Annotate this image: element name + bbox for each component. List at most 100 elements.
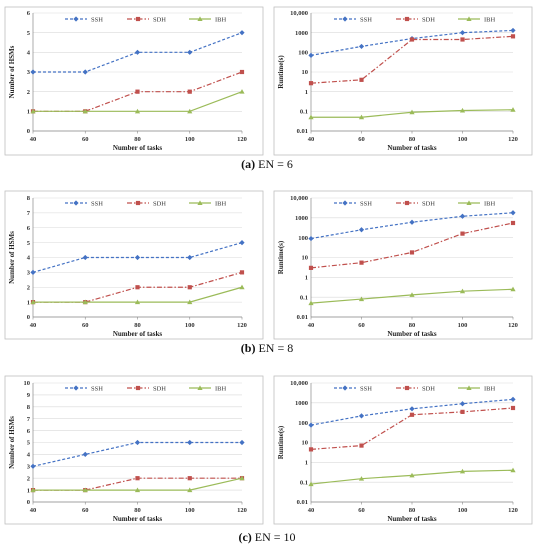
data-point-sdh bbox=[409, 412, 415, 417]
x-tick-label: 100 bbox=[185, 136, 195, 143]
legend-label-ibh: IBH bbox=[484, 16, 496, 23]
y-axis-label: Number of HSMs bbox=[8, 231, 16, 284]
y-tick-label: 0 bbox=[27, 314, 30, 321]
data-point-sdh bbox=[135, 285, 140, 290]
figure-caption: (a) EN = 6 bbox=[241, 157, 293, 171]
x-tick-label: 60 bbox=[82, 507, 89, 514]
chart-frame bbox=[4, 190, 264, 340]
data-point-ibh bbox=[82, 108, 88, 114]
x-axis-label: Number of tasks bbox=[387, 144, 437, 152]
y-tick-label: 0.1 bbox=[300, 479, 308, 486]
legend-marker-ibh bbox=[466, 385, 472, 390]
data-point-ssh bbox=[134, 254, 141, 261]
y-tick-label: 3 bbox=[27, 69, 31, 76]
legend-label-ssh: SSH bbox=[360, 16, 372, 23]
data-point-ssh bbox=[409, 219, 415, 225]
data-point-ssh bbox=[134, 439, 141, 446]
chart-panel-6: 0.01 0.1 1 10 100 1000 10,000 40 60 80 100 120 Numbe… bbox=[273, 375, 533, 525]
data-point-ibh bbox=[409, 109, 415, 115]
y-tick-label: 2 bbox=[27, 475, 30, 482]
data-point-ssh bbox=[358, 43, 365, 50]
data-point-ssh bbox=[308, 235, 314, 242]
y-tick-label: 6 bbox=[27, 428, 31, 435]
data-point-ssh bbox=[510, 396, 516, 402]
data-point-ssh bbox=[187, 439, 193, 446]
y-tick-label: 100 bbox=[298, 50, 308, 57]
y-tick-label: 10 bbox=[302, 255, 309, 262]
caption-text: EN = 10 bbox=[255, 530, 296, 544]
data-point-ibh bbox=[187, 487, 193, 493]
y-tick-label: 0.01 bbox=[297, 128, 308, 135]
data-point-ibh bbox=[308, 300, 314, 306]
chart-panel-4: 0.01 0.1 1 10 100 1000 10,000 40 60 80 100 120 Numbe… bbox=[273, 190, 533, 340]
y-tick-label: 0.01 bbox=[297, 314, 308, 321]
legend-marker-ibh bbox=[197, 16, 203, 21]
x-tick-label: 80 bbox=[134, 136, 141, 143]
chart-panel-2: 0.01 0.1 1 10 100 1000 10,000 40 60 80 100 120 Numbe… bbox=[273, 6, 533, 156]
data-point-sdh bbox=[135, 89, 140, 94]
data-point-ssh bbox=[358, 227, 365, 233]
data-point-ssh bbox=[30, 269, 36, 275]
y-tick-label: 8 bbox=[27, 195, 31, 202]
y-tick-label: 10,000 bbox=[290, 195, 308, 202]
data-point-sdh bbox=[460, 409, 465, 414]
x-tick-label: 120 bbox=[508, 136, 518, 143]
y-tick-label: 6 bbox=[27, 10, 31, 17]
data-point-sdh bbox=[409, 250, 415, 255]
data-point-ssh bbox=[187, 254, 193, 261]
data-point-ibh bbox=[358, 476, 365, 481]
data-point-ibh bbox=[30, 487, 36, 493]
x-tick-label: 40 bbox=[30, 322, 37, 329]
y-tick-label: 100 bbox=[298, 420, 308, 427]
data-point-ssh bbox=[239, 30, 245, 36]
x-tick-label: 40 bbox=[308, 136, 315, 143]
y-tick-label: 4 bbox=[27, 255, 31, 262]
data-point-ssh bbox=[239, 240, 245, 246]
data-point-ibh bbox=[459, 107, 466, 113]
legend-label-sdh: SDH bbox=[422, 16, 435, 23]
y-tick-label: 0 bbox=[27, 128, 30, 135]
legend-label-sdh: SDH bbox=[422, 385, 435, 392]
data-point-ssh bbox=[239, 439, 245, 446]
legend-marker-ssh bbox=[73, 385, 79, 391]
chart-frame bbox=[4, 6, 264, 156]
data-point-ssh bbox=[308, 52, 314, 58]
data-point-ssh bbox=[459, 401, 466, 407]
x-tick-label: 60 bbox=[82, 322, 89, 329]
y-tick-label: 1000 bbox=[295, 30, 308, 37]
y-tick-label: 3 bbox=[27, 464, 31, 471]
x-tick-label: 100 bbox=[458, 322, 468, 329]
data-point-ibh bbox=[239, 475, 245, 481]
x-axis-label: Number of tasks bbox=[113, 515, 163, 523]
y-axis-label: Runtime(s) bbox=[277, 240, 285, 274]
data-point-sdh bbox=[239, 270, 245, 275]
x-tick-label: 40 bbox=[30, 507, 37, 514]
data-point-sdh bbox=[510, 405, 516, 411]
data-point-ibh bbox=[134, 299, 141, 305]
chart-panel-1: 0 1 2 3 4 5 6 40 60 80 100 120 Number of tasks Number… bbox=[4, 6, 264, 156]
x-axis-label: Number of tasks bbox=[113, 144, 163, 152]
data-point-ibh bbox=[459, 468, 466, 474]
x-tick-label: 80 bbox=[409, 507, 416, 514]
y-tick-label: 1 bbox=[27, 299, 30, 306]
x-tick-label: 120 bbox=[508, 507, 518, 514]
chart-panel-3: 0 1 2 3 4 5 6 7 8 40 60 80 100 120 Number of tasks Numb… bbox=[4, 190, 264, 340]
legend-marker-ssh bbox=[342, 16, 348, 22]
data-point-ssh bbox=[187, 49, 193, 55]
legend-label-sdh: SDH bbox=[153, 200, 166, 207]
legend-label-ibh: IBH bbox=[484, 200, 496, 207]
data-point-ibh bbox=[409, 472, 415, 478]
x-tick-label: 60 bbox=[82, 136, 89, 143]
y-tick-label: 7 bbox=[27, 416, 31, 423]
data-point-ssh bbox=[459, 213, 466, 219]
legend-marker-ssh bbox=[73, 200, 79, 206]
y-tick-label: 0 bbox=[27, 499, 30, 506]
data-point-ssh bbox=[30, 463, 36, 469]
y-axis-label: Number of HSMs bbox=[8, 45, 16, 98]
legend-label-sdh: SDH bbox=[422, 200, 435, 207]
legend-marker-sdh bbox=[135, 385, 141, 391]
legend-label-ibh: IBH bbox=[484, 385, 496, 392]
y-axis-label: Runtime(s) bbox=[277, 425, 285, 459]
chart-panel-5: 0 1 2 3 4 5 6 7 8 9 10 40 60 80 100 120 Number of tasks N… bbox=[4, 375, 264, 525]
legend-marker-sdh bbox=[404, 16, 410, 22]
